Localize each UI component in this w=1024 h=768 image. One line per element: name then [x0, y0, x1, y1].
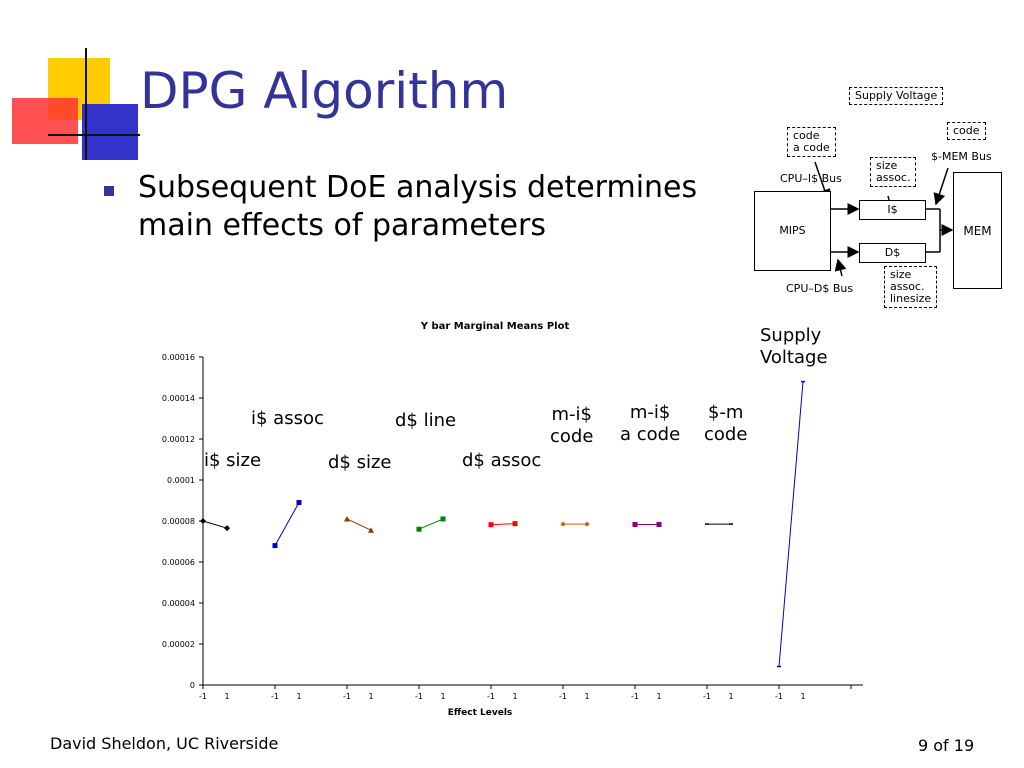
- bullet-square-icon: [104, 186, 114, 196]
- x-axis-title: Effect Levels: [447, 708, 513, 718]
- data-point: [440, 516, 446, 522]
- y-tick-label: 0.00016: [162, 353, 195, 362]
- effect-label-d-assoc: d$ assoc: [462, 450, 542, 471]
- effect-label-mi-acode-line-1: m-i$: [629, 402, 671, 423]
- effect-label-m-code-line-2: code: [704, 424, 748, 445]
- y-tick-label: 0.00012: [162, 435, 195, 444]
- series-line: [346, 518, 372, 531]
- x-tick-label: 1: [584, 692, 589, 701]
- data-point: [512, 521, 518, 527]
- effect-label-d-size: d$ size: [328, 452, 392, 473]
- footer-author: David Sheldon, UC Riverside: [50, 734, 279, 753]
- x-tick-label: -1: [415, 692, 423, 701]
- effect-label-mi-code-line-2: code: [550, 426, 594, 447]
- x-tick-label: 1: [800, 692, 805, 701]
- data-point: [224, 525, 230, 532]
- data-point: [585, 522, 589, 527]
- effect-label-supply-line-1: Supply: [760, 325, 822, 346]
- x-tick-label: -1: [343, 692, 351, 701]
- effect-label-mi-code: m-i$ code: [550, 404, 593, 448]
- x-tick-label: 1: [368, 692, 373, 701]
- data-point: [368, 527, 374, 533]
- bullet-line-2: main effects of parameters: [138, 208, 546, 243]
- effect-label-i-size: i$ size: [204, 450, 262, 471]
- effect-label-m-code-line-1: $-m: [707, 402, 744, 423]
- logo-red-square: [12, 98, 78, 144]
- bullet-line-1: Subsequent DoE analysis determines: [138, 170, 698, 205]
- logo-blue-square: [82, 104, 138, 160]
- data-point: [632, 521, 638, 527]
- x-tick-label: -1: [271, 692, 279, 701]
- data-point: [344, 515, 350, 522]
- page-title: DPG Algorithm: [140, 62, 509, 120]
- bullet-text: Subsequent DoE analysis determines main …: [138, 169, 718, 245]
- effect-label-mi-acode: m-i$ a code: [620, 402, 680, 446]
- x-tick-label: -1: [559, 692, 567, 701]
- effect-label-i-assoc: i$ assoc: [251, 408, 324, 429]
- series-line: [274, 502, 300, 546]
- effect-label-d-line: d$ line: [395, 410, 457, 431]
- data-point: [200, 518, 206, 524]
- series-line: [778, 381, 804, 667]
- data-point: [656, 521, 662, 527]
- logo-decoration: [12, 48, 140, 160]
- effect-label-m-code: $-m code: [704, 402, 747, 446]
- x-tick-label: -1: [631, 692, 639, 701]
- data-point: [561, 522, 565, 527]
- x-tick-label: 1: [440, 692, 445, 701]
- x-tick-label: 1: [512, 692, 517, 701]
- y-tick-label: 0.00004: [162, 599, 195, 608]
- effect-label-supply-voltage: Supply Voltage: [760, 325, 828, 369]
- x-tick-label: 1: [656, 692, 661, 701]
- y-tick-label: 0: [190, 681, 195, 690]
- x-tick-label: 1: [728, 692, 733, 701]
- x-tick-label: -1: [199, 692, 207, 701]
- x-tick-label: -1: [703, 692, 711, 701]
- series-line: [490, 523, 516, 526]
- y-tick-label: 0.00014: [162, 394, 195, 403]
- effect-label-supply-line-2: Voltage: [760, 347, 828, 368]
- data-point: [488, 522, 494, 528]
- y-tick-label: 0.0001: [167, 476, 195, 485]
- x-tick-label: 1: [296, 692, 301, 701]
- x-tick-label: 1: [224, 692, 229, 701]
- y-tick-label: 0.00006: [162, 558, 195, 567]
- effect-label-mi-acode-line-2: a code: [620, 424, 681, 445]
- data-point: [296, 500, 302, 506]
- series-line: [418, 518, 444, 530]
- x-tick-label: -1: [487, 692, 495, 701]
- footer-page-number: 9 of 19: [918, 736, 975, 755]
- series-line: [202, 520, 228, 529]
- y-tick-label: 0.00008: [162, 517, 195, 526]
- x-tick-label: -1: [775, 692, 783, 701]
- y-tick-label: 0.00002: [162, 640, 195, 649]
- data-point: [272, 543, 278, 549]
- chart-title: Y bar Marginal Means Plot: [420, 321, 570, 332]
- data-point: [416, 526, 422, 532]
- effect-label-mi-code-line-1: m-i$: [551, 404, 592, 425]
